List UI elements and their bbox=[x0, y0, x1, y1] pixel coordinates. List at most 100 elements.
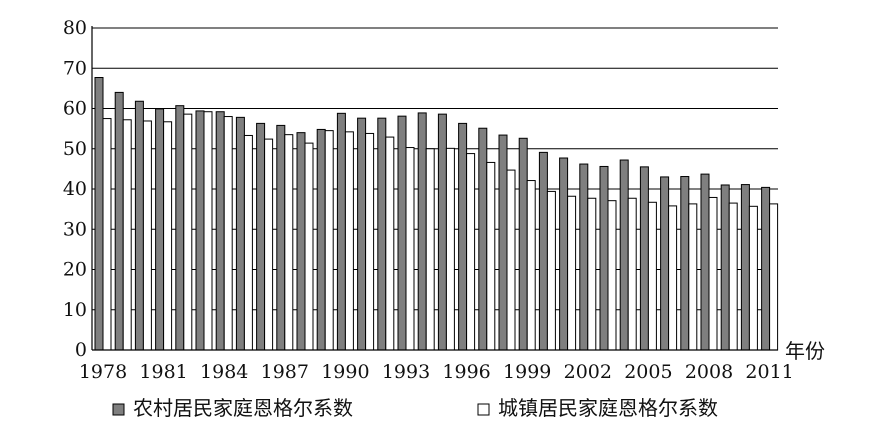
x-tick-label: 1978 bbox=[79, 361, 127, 383]
rural-bar-1995 bbox=[437, 113, 447, 351]
rural-bar-2009 bbox=[720, 184, 730, 351]
rural-bar-1999 bbox=[518, 137, 528, 351]
urban-bar-2009 bbox=[728, 202, 738, 351]
urban-bar-2002 bbox=[587, 197, 597, 351]
legend: 农村居民家庭恩格尔系数 城镇居民家庭恩格尔系数 bbox=[112, 396, 718, 420]
urban-bar-1981 bbox=[163, 121, 173, 351]
y-tick-label: 50 bbox=[63, 138, 87, 160]
x-axis-ticks: 1978 1981 1984 1987 1990 1993 1996 1999 2002 2005… bbox=[79, 361, 794, 383]
urban-bar-1990 bbox=[344, 131, 354, 351]
x-tick-label: 1993 bbox=[382, 361, 430, 383]
x-tick-label: 1984 bbox=[200, 361, 248, 383]
legend-swatch bbox=[477, 403, 490, 416]
urban-bar-1984 bbox=[223, 116, 233, 351]
rural-bar-2008 bbox=[700, 173, 710, 351]
rural-bar-1979 bbox=[114, 91, 124, 351]
rural-bar-1988 bbox=[296, 132, 306, 351]
rural-bar-1982 bbox=[175, 105, 185, 351]
legend-label: 农村居民家庭恩格尔系数 bbox=[133, 396, 353, 420]
rural-bar-1983 bbox=[195, 110, 205, 351]
axes bbox=[91, 26, 778, 351]
rural-bar-1992 bbox=[377, 117, 387, 351]
urban-bar-1999 bbox=[526, 180, 536, 351]
rural-bar-1994 bbox=[417, 112, 427, 351]
urban-bar-1985 bbox=[243, 134, 253, 351]
urban-bar-2005 bbox=[647, 201, 657, 351]
urban-bar-2000 bbox=[546, 190, 556, 351]
x-tick-label: 1999 bbox=[503, 361, 551, 383]
rural-bar-1984 bbox=[215, 111, 225, 351]
rural-bar-1991 bbox=[357, 117, 367, 351]
urban-bar-2008 bbox=[708, 196, 718, 351]
y-tick-label: 20 bbox=[63, 259, 87, 281]
rural-bar-2011 bbox=[761, 186, 771, 351]
urban-bar-1997 bbox=[486, 161, 496, 351]
urban-bar-2001 bbox=[567, 195, 577, 351]
x-axis-label: 年份 bbox=[785, 339, 825, 363]
urban-bar-2003 bbox=[607, 200, 617, 351]
rural-bar-1989 bbox=[316, 128, 326, 351]
urban-bar-2004 bbox=[627, 197, 637, 351]
x-tick-label: 2005 bbox=[624, 361, 672, 383]
y-tick-label: 70 bbox=[63, 57, 87, 79]
rural-bar-2001 bbox=[559, 157, 569, 351]
rural-bar-1997 bbox=[478, 127, 488, 351]
y-tick-label: 30 bbox=[63, 218, 87, 240]
rural-bar-1986 bbox=[256, 122, 266, 351]
urban-bar-1979 bbox=[122, 119, 132, 351]
legend-label: 城镇居民家庭恩格尔系数 bbox=[498, 396, 718, 420]
rural-bar-2003 bbox=[599, 165, 609, 351]
urban-bar-2007 bbox=[688, 203, 698, 351]
rural-bar-1987 bbox=[276, 124, 286, 351]
rural-bar-2005 bbox=[639, 166, 649, 351]
legend-swatch bbox=[112, 403, 125, 416]
rural-bar-2010 bbox=[740, 184, 750, 351]
urban-bar-1987 bbox=[284, 134, 294, 351]
rural-bar-1998 bbox=[498, 134, 508, 351]
y-tick-label: 60 bbox=[63, 98, 87, 120]
urban-bar-1992 bbox=[385, 136, 395, 351]
urban-bar-1996 bbox=[466, 153, 476, 351]
bars bbox=[94, 77, 779, 351]
y-tick-label: 40 bbox=[63, 178, 87, 200]
y-axis-ticks: 0 10 20 30 40 50 60 70 80 bbox=[63, 17, 87, 361]
rural-bar-1990 bbox=[336, 112, 346, 351]
x-tick-label: 1987 bbox=[261, 361, 309, 383]
rural-bar-1978 bbox=[94, 77, 104, 351]
rural-bar-1981 bbox=[155, 108, 165, 351]
rural-bar-2000 bbox=[538, 151, 548, 351]
y-tick-label: 0 bbox=[75, 339, 87, 361]
urban-bar-1989 bbox=[324, 130, 334, 351]
urban-bar-2006 bbox=[668, 205, 678, 351]
urban-bar-1995 bbox=[445, 147, 455, 351]
urban-bar-1998 bbox=[506, 169, 516, 351]
urban-bar-2010 bbox=[748, 205, 758, 351]
rural-bar-1980 bbox=[134, 100, 144, 351]
urban-bar-1978 bbox=[102, 118, 112, 351]
rural-bar-1996 bbox=[458, 122, 468, 351]
urban-bar-1982 bbox=[183, 113, 193, 351]
x-tick-label: 1990 bbox=[321, 361, 369, 383]
urban-bar-1988 bbox=[304, 142, 314, 351]
y-tick-label: 80 bbox=[63, 17, 87, 39]
y-tick-label: 10 bbox=[63, 299, 87, 321]
urban-bar-1980 bbox=[142, 120, 152, 351]
x-tick-label: 2011 bbox=[745, 361, 793, 383]
urban-bar-2011 bbox=[769, 203, 779, 351]
x-tick-label: 1996 bbox=[442, 361, 490, 383]
urban-bar-1994 bbox=[425, 148, 435, 351]
urban-bar-1983 bbox=[203, 111, 213, 351]
rural-bar-1985 bbox=[235, 116, 245, 351]
x-tick-label: 1981 bbox=[139, 361, 187, 383]
rural-bar-2007 bbox=[680, 176, 690, 351]
x-tick-label: 2008 bbox=[685, 361, 733, 383]
urban-bar-1993 bbox=[405, 147, 415, 351]
rural-bar-2004 bbox=[619, 159, 629, 351]
x-tick-label: 2002 bbox=[564, 361, 612, 383]
urban-bar-1991 bbox=[365, 132, 375, 351]
rural-bar-2002 bbox=[579, 163, 589, 351]
rural-bar-2006 bbox=[660, 176, 670, 351]
urban-bar-1986 bbox=[264, 138, 274, 351]
rural-bar-1993 bbox=[397, 115, 407, 351]
